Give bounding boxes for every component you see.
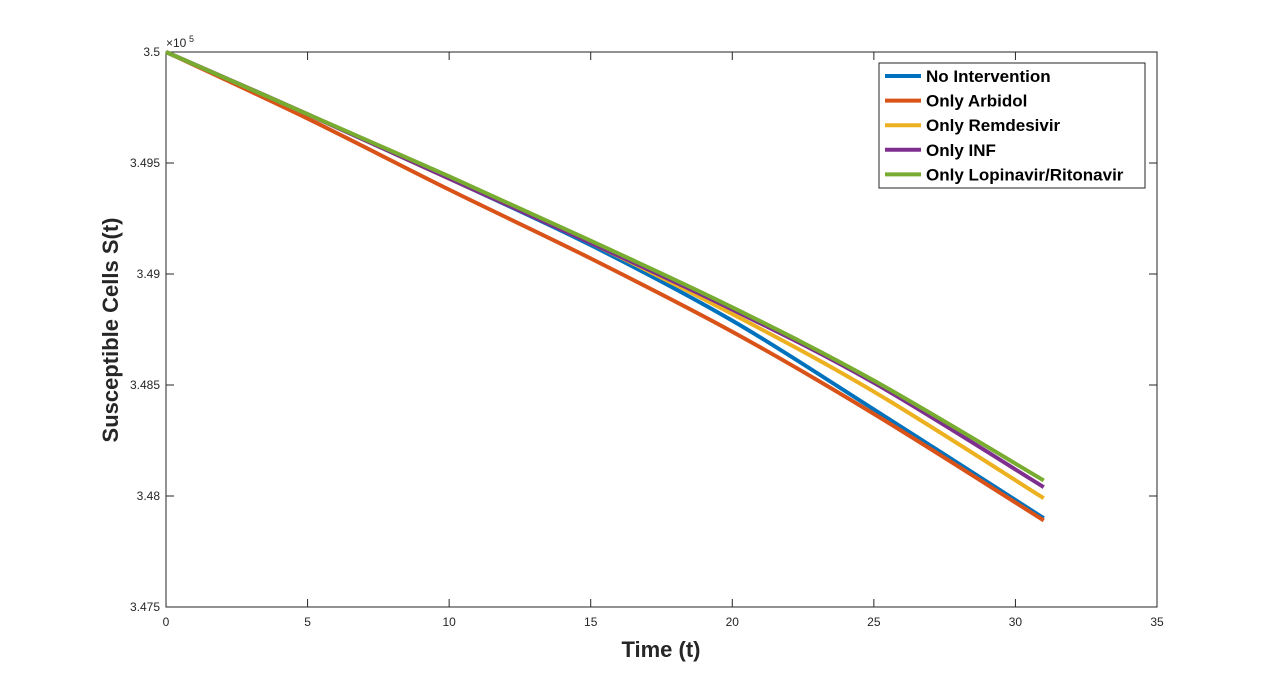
y-axis-exponent: ×10 5 <box>166 34 194 50</box>
legend-label-only-lopinavir-ritonavir: Only Lopinavir/Ritonavir <box>926 165 1124 184</box>
x-tick-label: 20 <box>726 615 740 629</box>
series-lines <box>165 50 1045 523</box>
y-tick-label: 3.495 <box>130 156 160 170</box>
series-line-only-lopinavir-ritonavir <box>165 50 1045 483</box>
legend-label-only-arbidol: Only Arbidol <box>926 92 1027 111</box>
x-tick-label: 5 <box>304 615 311 629</box>
x-tick-label: 25 <box>867 615 881 629</box>
y-tick-label: 3.49 <box>137 267 161 281</box>
y-multiplier-base: ×10 <box>166 36 187 50</box>
legend: No Intervention Only Arbidol Only Remdesiv… <box>878 62 1146 189</box>
y-tick-label: 3.5 <box>143 45 160 59</box>
legend-box <box>878 62 1146 189</box>
x-tick-label: 35 <box>1150 615 1164 629</box>
legend-label-only-inf: Only INF <box>926 141 996 160</box>
axis-ticks: 0 5 10 15 20 25 30 35 3.475 3.48 3.485 3.49 3.495 3.5 <box>130 45 1164 629</box>
y-tick-label: 3.485 <box>130 378 160 392</box>
x-tick-label: 30 <box>1009 615 1023 629</box>
y-tick-label: 3.48 <box>137 489 161 503</box>
x-axis-title: Time (t) <box>621 637 700 662</box>
x-tick-label: 15 <box>584 615 598 629</box>
legend-label-only-remdesivir: Only Remdesivir <box>926 116 1061 135</box>
legend-label-no-intervention: No Intervention <box>926 67 1051 86</box>
y-multiplier-exponent: 5 <box>189 34 194 44</box>
x-tick-label: 0 <box>163 615 170 629</box>
x-tick-label: 10 <box>442 615 456 629</box>
series-line-only-arbidol <box>165 50 1045 523</box>
y-tick-label: 3.475 <box>130 600 160 614</box>
y-axis-title: Susceptible Cells S(t) <box>98 218 123 443</box>
